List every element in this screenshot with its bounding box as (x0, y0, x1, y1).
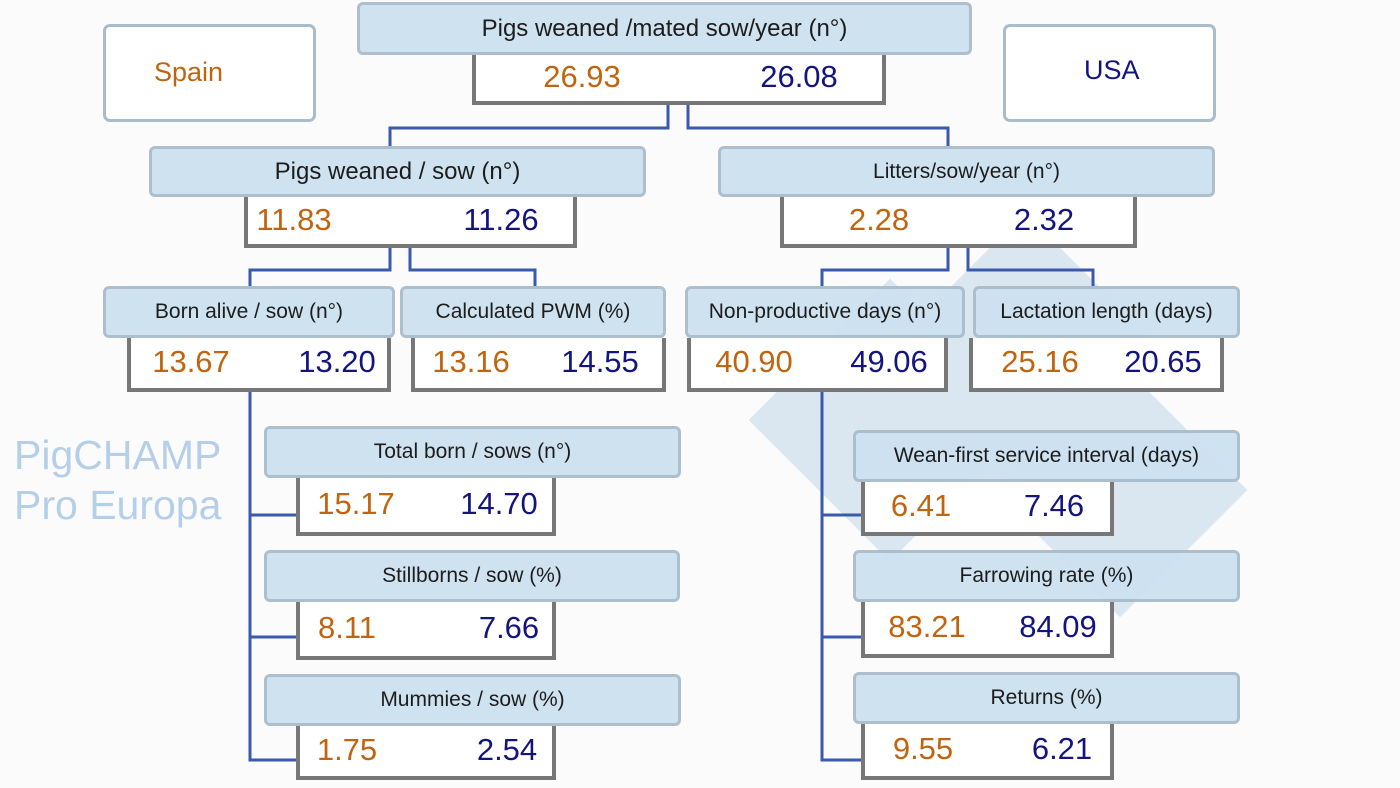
usa-value: 14.55 (561, 344, 639, 379)
spain-value: 15.17 (317, 486, 395, 521)
node-label-returns: Returns (%) (853, 672, 1240, 724)
spain-value: 26.93 (543, 59, 621, 94)
usa-value: 6.21 (1031, 731, 1093, 766)
node-values-mummies-sow: 1.75 2.54 (296, 726, 556, 780)
node-label-mummies-sow: Mummies / sow (%) (264, 674, 681, 726)
watermark-text: PigCHAMP Pro Europa (14, 432, 222, 528)
spain-value: 1.75 (316, 732, 378, 767)
connector (966, 248, 1095, 286)
node-label-non-productive-days: Non-productive days (n°) (685, 286, 965, 338)
usa-value: 7.66 (478, 610, 540, 645)
node-values-lactation-length: 25.16 20.65 (969, 338, 1224, 392)
node-label-born-alive-sow: Born alive / sow (n°) (103, 286, 395, 338)
node-label-farrowing-rate: Farrowing rate (%) (853, 550, 1240, 602)
node-label-total-born-sows: Total born / sows (n°) (264, 426, 681, 478)
node-label-wean-first-service-interval: Wean-first service interval (days) (853, 430, 1240, 482)
spain-value: 6.41 (890, 488, 952, 523)
usa-value: 2.32 (1013, 201, 1075, 237)
node-values-returns: 9.55 6.21 (861, 724, 1114, 780)
node-values-born-alive-sow: 13.67 13.20 (127, 338, 391, 392)
usa-value: 14.70 (460, 486, 538, 521)
node-values-stillborns-sow: 8.11 7.66 (296, 602, 556, 660)
spain-value: 13.16 (432, 344, 510, 379)
spain-value: 2.28 (848, 201, 910, 237)
legend-usa-label: USA (1084, 55, 1140, 85)
spain-value: 11.83 (256, 201, 332, 237)
node-values-pigs-weaned-mated-sow-year: 26.93 26.08 (472, 55, 886, 105)
usa-value: 84.09 (1019, 609, 1097, 644)
legend-usa: USA (1003, 24, 1216, 122)
node-values-farrowing-rate: 83.21 84.09 (861, 602, 1114, 658)
usa-value: 20.65 (1124, 344, 1202, 379)
spain-value: 13.67 (152, 344, 230, 379)
usa-value: 7.46 (1023, 488, 1085, 523)
node-label-calculated-pwm: Calculated PWM (%) (400, 286, 666, 338)
node-label-lactation-length: Lactation length (days) (973, 286, 1240, 338)
usa-value: 11.26 (463, 201, 539, 237)
node-values-total-born-sows: 15.17 14.70 (296, 478, 556, 536)
node-label-litters-sow-year: Litters/sow/year (n°) (718, 146, 1215, 197)
usa-value: 13.20 (298, 344, 376, 379)
legend-spain-label: Spain (154, 57, 224, 87)
node-label-pigs-weaned-sow: Pigs weaned / sow (n°) (149, 146, 646, 197)
connector (408, 248, 537, 286)
usa-value: 49.06 (850, 344, 928, 379)
connector (686, 104, 950, 146)
connector (820, 248, 950, 286)
node-values-litters-sow-year: 2.28 2.32 (780, 197, 1137, 248)
legend-spain: Spain (103, 24, 316, 122)
node-label-stillborns-sow: Stillborns / sow (%) (264, 550, 680, 602)
spain-value: 40.90 (715, 344, 793, 379)
connector (248, 248, 392, 286)
connector (388, 104, 670, 146)
spain-value: 83.21 (888, 609, 966, 644)
node-values-non-productive-days: 40.90 49.06 (687, 338, 948, 392)
node-values-pigs-weaned-sow: 11.83 11.26 (244, 197, 577, 248)
spain-value: 8.11 (317, 610, 377, 645)
node-values-wean-first-service-interval: 6.41 7.46 (861, 482, 1114, 536)
node-values-calculated-pwm: 13.16 14.55 (411, 338, 666, 392)
spain-value: 9.55 (892, 731, 954, 766)
usa-value: 2.54 (476, 732, 538, 767)
usa-value: 26.08 (760, 59, 838, 94)
node-label-pigs-weaned-mated-sow-year: Pigs weaned /mated sow/year (n°) (357, 2, 972, 55)
spain-value: 25.16 (1001, 344, 1079, 379)
